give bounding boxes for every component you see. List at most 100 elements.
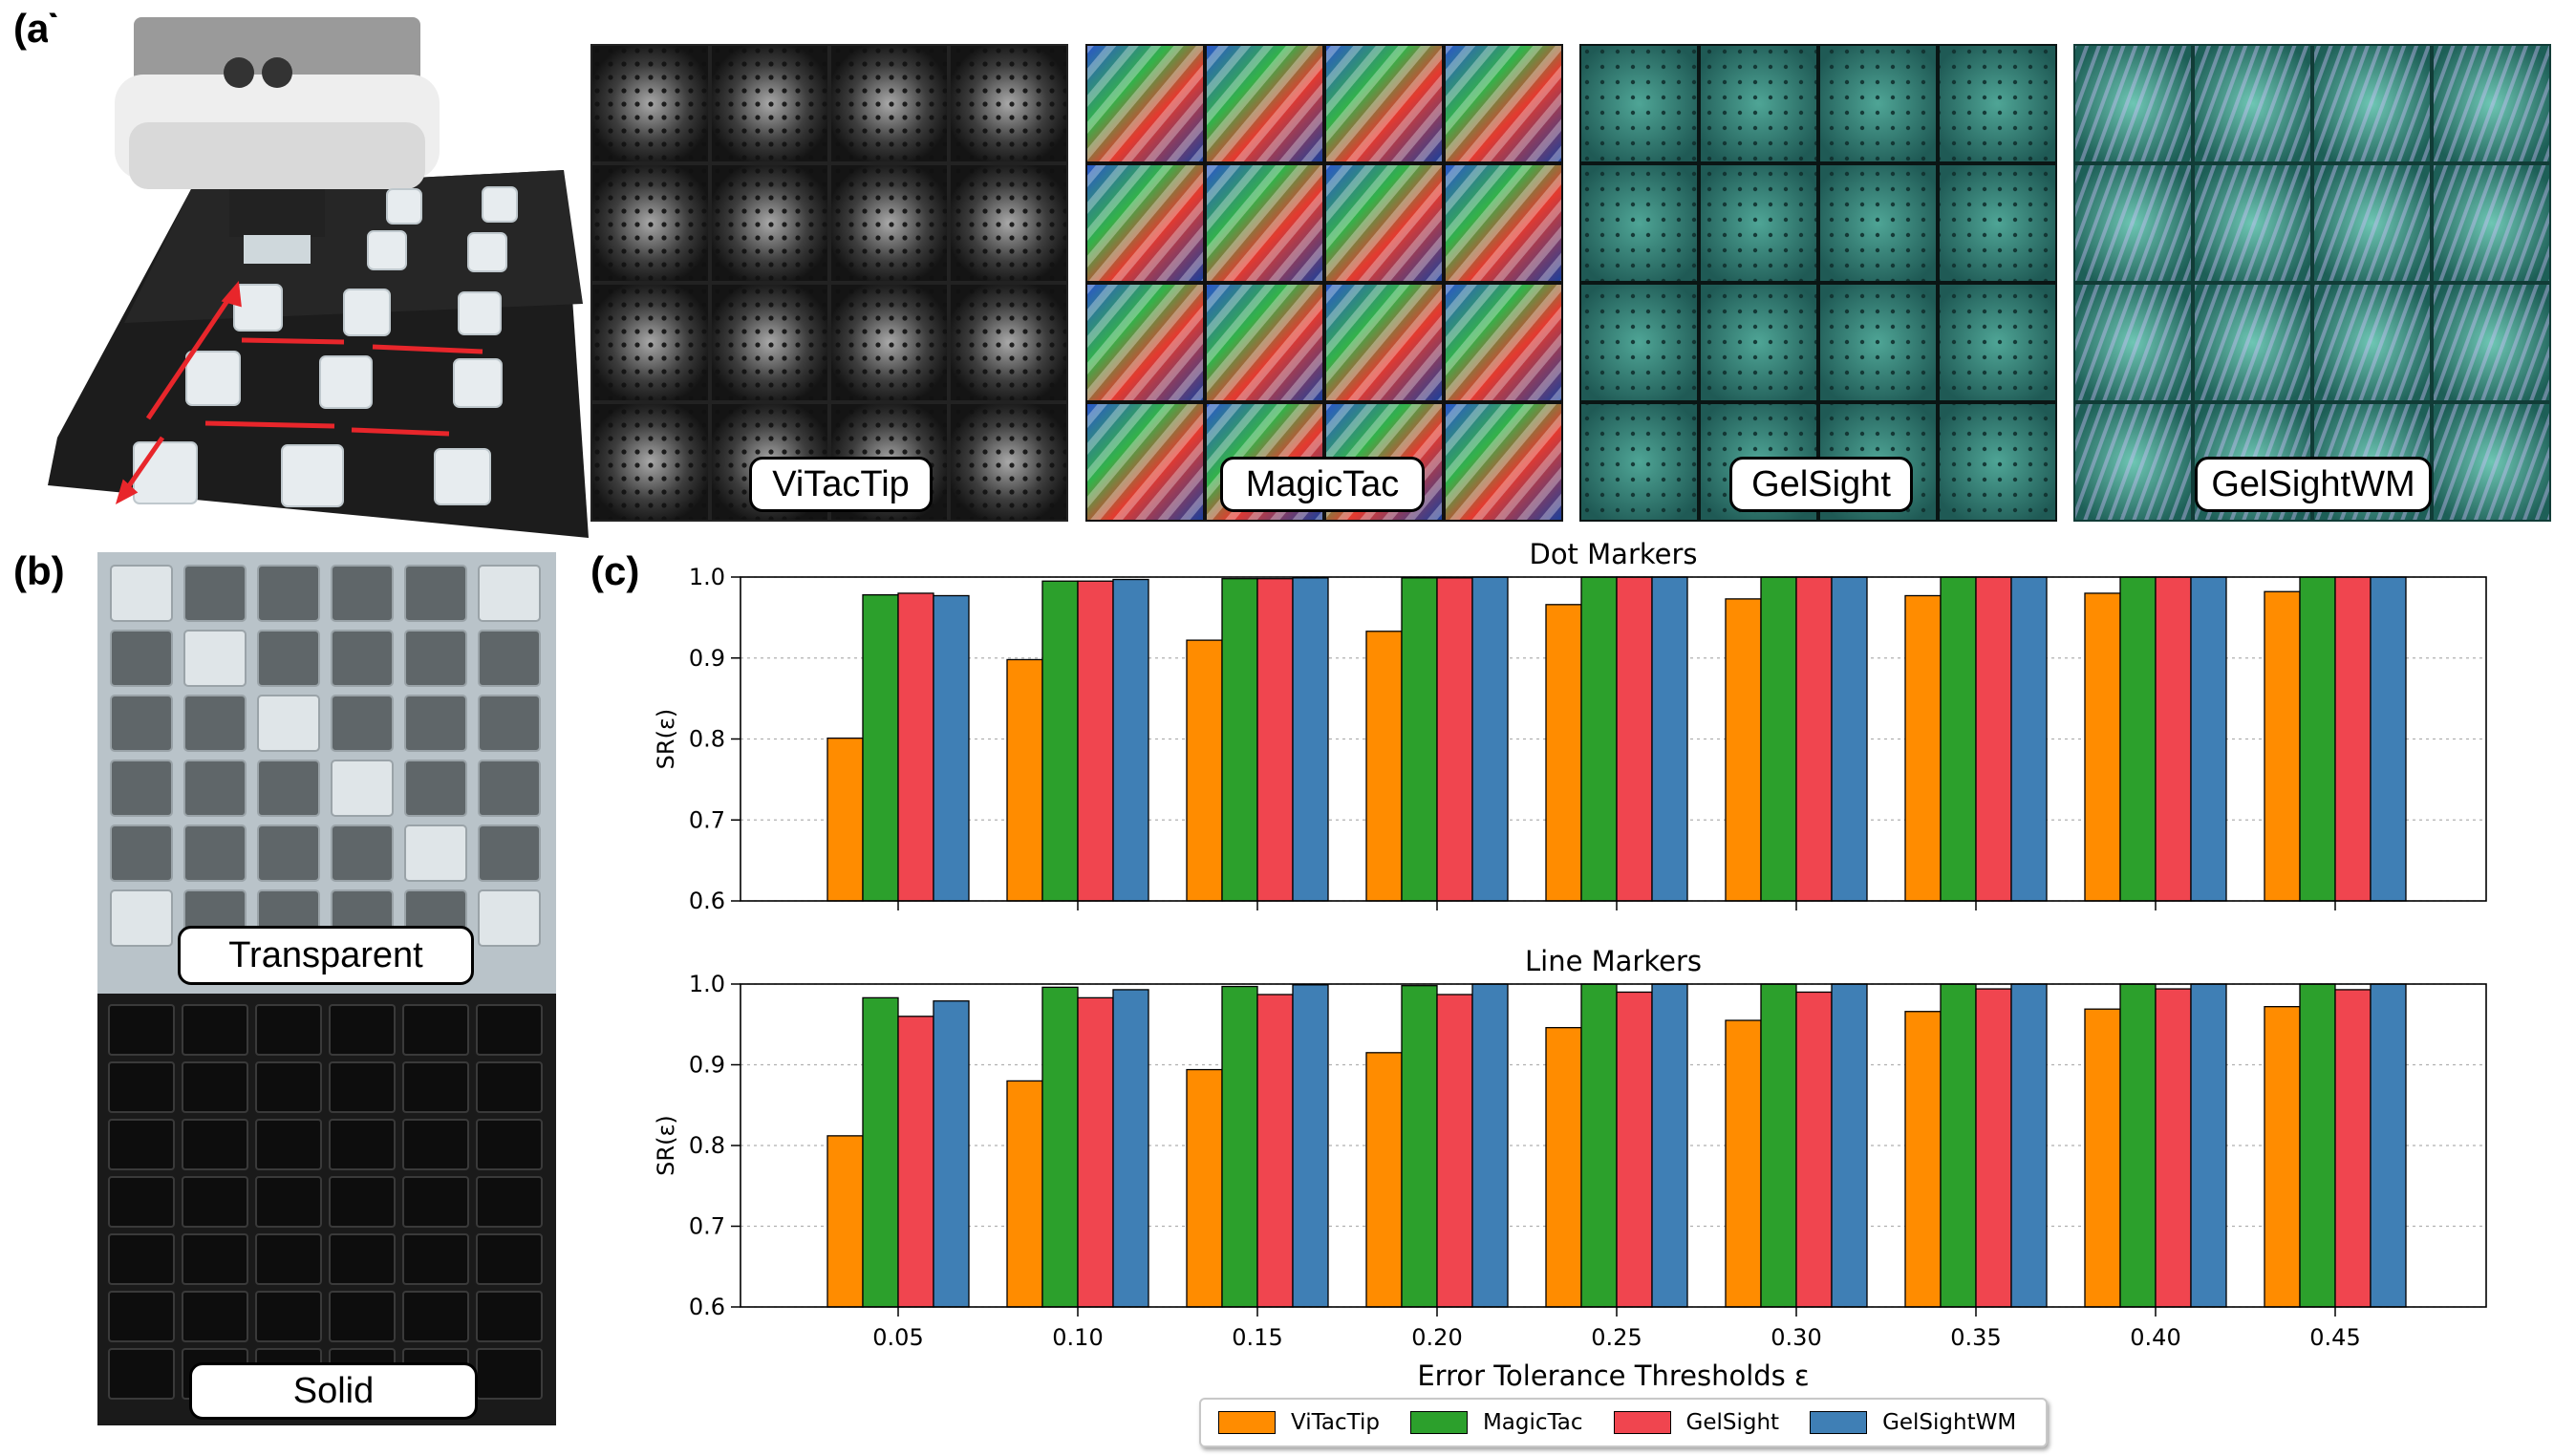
sensor-cell-pattern	[1820, 285, 1936, 400]
sensor-cell-border	[1085, 163, 1205, 283]
material-label-transparent: Transparent	[178, 926, 474, 985]
sensor-cell-border	[1818, 163, 1938, 283]
sensor-cell-pattern	[1940, 165, 2055, 281]
legend-text-gelsightwm: GelSightWM	[1882, 1410, 2017, 1435]
sensor-cell-pattern	[592, 46, 708, 161]
sensor-cell-pattern	[1326, 165, 1442, 281]
sensor-cell-border	[2432, 402, 2551, 522]
sensor-cell-pattern	[1087, 46, 1203, 161]
y-tick-label: 0.8	[689, 1132, 725, 1159]
bar-gelsight-0.35	[1975, 988, 2012, 1308]
bar-gelsightwm-0.05	[933, 1000, 970, 1308]
sensor-cell-pattern	[1940, 46, 2055, 161]
transparent-block	[331, 760, 394, 817]
bar-vitactip-0.15	[1186, 639, 1223, 902]
sensor-cell-border	[949, 44, 1068, 163]
bar-vitactip-0.45	[2264, 590, 2301, 902]
bar-gelsightwm-0.35	[2010, 983, 2048, 1308]
bar-magictac-0.40	[2119, 576, 2157, 902]
bar-vitactip-0.45	[2264, 1006, 2301, 1308]
solid-block	[255, 1061, 322, 1113]
bar-vitactip-0.05	[826, 738, 864, 902]
sensor-cell-border	[1085, 44, 1205, 163]
bar-gelsight-0.15	[1256, 578, 1294, 902]
transparent-block	[183, 630, 247, 687]
sensor-label-gelsightwm: GelSightWM	[2195, 457, 2432, 512]
sensor-cell-pattern	[2195, 285, 2310, 400]
transparent-block	[478, 565, 541, 622]
bar-gelsightwm-0.20	[1471, 983, 1509, 1308]
sensor-cell-border	[829, 163, 949, 283]
solid-block	[476, 1119, 543, 1170]
sensor-cell-pattern	[712, 165, 827, 281]
sensor-cell-pattern	[1581, 404, 1697, 520]
bar-vitactip-0.40	[2084, 592, 2121, 902]
solid-block	[108, 1119, 175, 1170]
bar-gelsightwm-0.30	[1831, 576, 1868, 902]
transparent-block	[257, 565, 320, 622]
bar-vitactip-0.05	[826, 1135, 864, 1308]
sensor-cell-pattern	[951, 165, 1066, 281]
transparent-block	[183, 824, 247, 882]
solid-block	[402, 1291, 469, 1342]
sensor-cell-pattern	[1581, 165, 1697, 281]
sensor-cell-pattern	[1446, 285, 1561, 400]
sensor-cell-border	[2312, 44, 2432, 163]
solid-block	[108, 1061, 175, 1113]
sensor-cell-border	[710, 163, 829, 283]
sensor-cell-border	[1205, 44, 1324, 163]
sensor-cell-border	[1579, 163, 1699, 283]
sensor-cell-border	[1444, 163, 1563, 283]
solid-block	[108, 1176, 175, 1228]
sensor-cell-pattern	[1446, 46, 1561, 161]
sensor-cell-pattern	[2195, 165, 2310, 281]
x-tick-label: 0.05	[872, 1324, 923, 1351]
sensor-cell-border	[1579, 44, 1699, 163]
sensor-cell-border	[1938, 283, 2057, 402]
sensor-cell-pattern	[1207, 165, 1322, 281]
y-tick-label: 0.7	[689, 1213, 725, 1240]
solid-block	[108, 1004, 175, 1056]
transparent-tray-photo	[97, 552, 556, 994]
sensor-cell-pattern	[2075, 404, 2191, 520]
sensor-cell-pattern	[831, 285, 947, 400]
transparent-block	[404, 695, 467, 752]
transparent-block	[331, 565, 394, 622]
sensor-cell-border	[1938, 163, 2057, 283]
solid-block	[329, 1233, 396, 1285]
sensor-cell-border	[2073, 283, 2193, 402]
sensor-cell-border	[1579, 283, 1699, 402]
solid-block	[476, 1176, 543, 1228]
solid-block	[182, 1176, 248, 1228]
bar-gelsightwm-0.30	[1831, 983, 1868, 1308]
sensor-cell-pattern	[951, 46, 1066, 161]
transparent-block	[110, 889, 173, 947]
sensor-cell-pattern	[1326, 46, 1442, 161]
sensor-cell-pattern	[1326, 285, 1442, 400]
sensor-label-gelsight: GelSight	[1729, 457, 1913, 512]
bar-magictac-0.35	[1940, 576, 1977, 902]
sensor-grid-svg	[590, 44, 1068, 522]
transparent-block	[257, 760, 320, 817]
sensor-cell-border	[1444, 44, 1563, 163]
transparent-block	[404, 760, 467, 817]
sensor-cell-border	[1324, 163, 1444, 283]
bar-magictac-0.05	[862, 593, 899, 902]
plot-frame	[740, 576, 2487, 902]
sensor-cell-border	[1205, 163, 1324, 283]
bar-magictac-0.25	[1580, 576, 1618, 902]
solid-block	[476, 1291, 543, 1342]
x-tick-label: 0.35	[1950, 1324, 2001, 1351]
sensor-cell-border	[1579, 402, 1699, 522]
transparent-block	[404, 824, 467, 882]
sensor-cell-border	[2432, 163, 2551, 283]
solid-block	[255, 1291, 322, 1342]
sensor-cell-border	[2193, 283, 2312, 402]
solid-block	[108, 1348, 175, 1400]
sensor-cell-pattern	[1207, 46, 1322, 161]
bar-magictac-0.10	[1041, 986, 1079, 1308]
transparent-block	[183, 565, 247, 622]
solid-block	[255, 1119, 322, 1170]
bar-magictac-0.30	[1760, 983, 1797, 1308]
legend-swatch-gelsightwm	[1810, 1411, 1868, 1434]
